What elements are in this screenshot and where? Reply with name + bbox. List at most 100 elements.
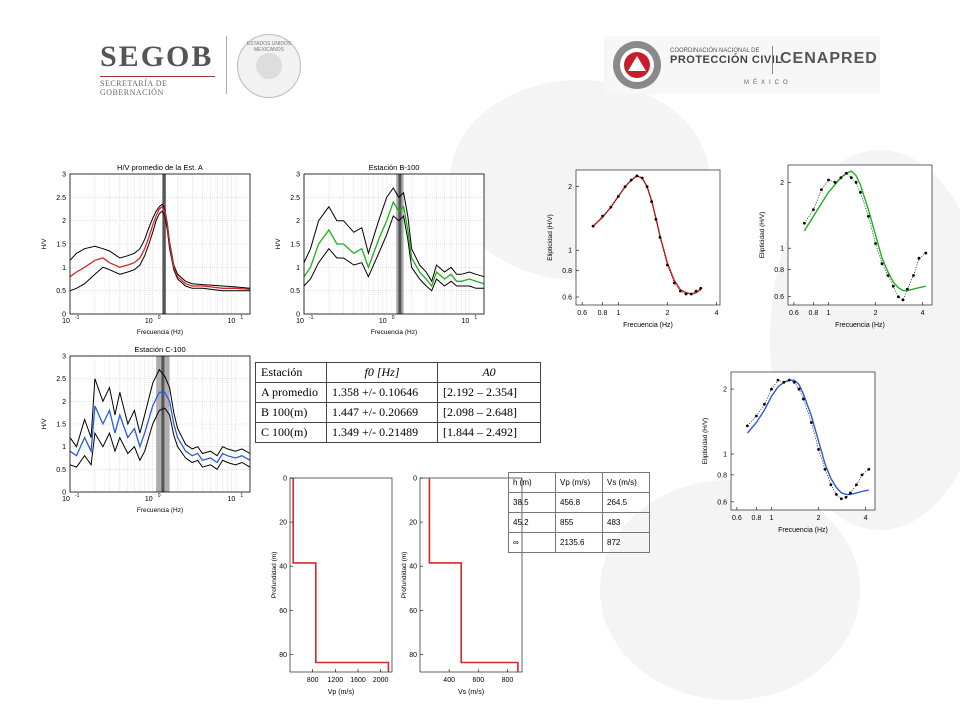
x-tick-label: 1600 <box>350 677 366 684</box>
y-tick-label: 0.6 <box>774 294 784 301</box>
segob-name: SEGOB <box>100 40 214 73</box>
table-cell: 456.8 <box>555 492 603 513</box>
velocity-profile-line <box>428 478 519 672</box>
y-tick-label: 1.5 <box>56 242 66 249</box>
x-tick-label: 10 <box>62 318 70 325</box>
table-cell: 872 <box>602 532 650 553</box>
x-tick-exponent: -1 <box>309 315 314 321</box>
y-tick-label: 3 <box>296 172 300 179</box>
ellipticity-chart-red: 0.6 0.8 1 2 4 0.6 0.8 1 2 Frecuencia (Hz) Eliptici… <box>547 169 721 329</box>
data-point <box>787 378 791 382</box>
y-tick-label: 2 <box>568 184 572 191</box>
x-tick-exponent: 0 <box>158 315 161 321</box>
y-tick-label: 0.5 <box>56 467 66 474</box>
y-tick-label: 40 <box>279 564 287 571</box>
cenapred-name: CENAPRED <box>780 50 878 67</box>
y-tick-label: 0.8 <box>717 472 727 479</box>
data-point <box>666 263 669 267</box>
fit-line-green <box>803 170 926 292</box>
x-tick-label: 4 <box>715 310 719 317</box>
table-cell: ∞ <box>508 532 556 553</box>
x-tick-label: 1 <box>827 310 831 317</box>
table-header-cell: Vp (m/s) <box>555 472 603 493</box>
series-line-blue <box>69 391 251 464</box>
f0-band-center <box>161 356 165 492</box>
y-tick-label: 0 <box>62 490 66 497</box>
table-cell: A promedio <box>255 382 327 403</box>
series-line-black <box>69 203 251 289</box>
table-cell: [2.098 – 2.648] <box>437 402 541 423</box>
y-tick-label: 2.5 <box>290 195 300 202</box>
x-tick-exponent: -1 <box>75 493 80 499</box>
y-tick-label: 80 <box>409 652 417 659</box>
x-tick-label: 10 <box>228 496 236 503</box>
plot-frame <box>69 173 251 315</box>
y-tick-label: 2 <box>296 218 300 225</box>
y-axis-label: Profundidad (m) <box>401 552 408 599</box>
observed-curve <box>592 175 701 295</box>
y-tick-label: 2.5 <box>56 195 66 202</box>
layers-table: h (m) Vp (m/s) Vs (m/s) 38.5 456.8 264.5… <box>508 472 650 553</box>
f0-band-center <box>398 174 402 314</box>
y-tick-label: 60 <box>279 608 287 615</box>
data-point <box>924 251 928 255</box>
y-tick-label: 3 <box>62 172 66 179</box>
y-tick-label: 0 <box>413 476 417 483</box>
x-axis-label: Frecuencia (Hz) <box>623 322 673 329</box>
y-tick-label: 1 <box>568 248 572 255</box>
table-header-cell: Vs (m/s) <box>602 472 650 493</box>
data-point <box>650 200 654 203</box>
x-tick-label: 2 <box>817 515 821 522</box>
chart-title: Estación C-100 <box>134 345 185 354</box>
observed-curve <box>747 379 869 500</box>
y-tick-label: 0.6 <box>562 295 572 302</box>
chart-title: Estación B-100 <box>369 163 420 172</box>
y-tick-label: 2.5 <box>56 376 66 383</box>
x-tick-label: 10 <box>228 318 236 325</box>
x-axis-label: Vp (m/s) <box>328 689 354 696</box>
table-header-cell: A0 <box>437 362 541 383</box>
table-cell: 45.2 <box>508 512 556 533</box>
proteccion-civil-icon <box>613 41 661 89</box>
data-point <box>658 236 662 239</box>
series-line-red <box>69 205 251 290</box>
vp-depth-profile-chart: 800 1200 1600 2000 0 20 40 60 80 Vp (m/s) Profundi… <box>271 476 393 696</box>
table-cell: 855 <box>555 512 603 533</box>
x-tick-label: 0.8 <box>809 310 819 317</box>
x-tick-exponent: 1 <box>240 315 243 321</box>
plot-frame <box>575 169 721 306</box>
y-tick-label: 1 <box>723 452 727 459</box>
table-header-cell: f0 [Hz] <box>326 362 438 383</box>
table-cell: 1.447 +/- 0.20669 <box>326 402 438 423</box>
data-point <box>817 448 820 451</box>
data-point <box>699 286 703 290</box>
y-tick-label: 2 <box>62 218 66 225</box>
table-cell: 264.5 <box>602 492 650 513</box>
series-line-black <box>69 407 251 471</box>
y-tick-label: 80 <box>279 652 287 659</box>
x-tick-label: 0.8 <box>598 310 608 317</box>
y-tick-label: 0.8 <box>774 267 784 274</box>
table-cell: B 100(m) <box>255 402 327 423</box>
y-tick-label: 20 <box>409 520 417 527</box>
x-tick-label: 10 <box>379 318 387 325</box>
x-tick-exponent: 0 <box>392 315 395 321</box>
cenapred-line1: COORDINACIÓN NACIONAL DE <box>670 48 760 54</box>
x-axis-label: Frecuencia (Hz) <box>835 322 885 329</box>
y-tick-label: 0.6 <box>717 499 727 506</box>
data-point <box>640 176 644 180</box>
table-row: C 100(m) 1.349 +/- 0.21489 [1.844 – 2.49… <box>255 422 541 443</box>
x-tick-label: 10 <box>145 496 153 503</box>
y-axis-label: Elipticidad (H/V) <box>547 214 554 261</box>
vs-depth-profile-chart: 400 600 800 0 20 40 60 80 Vs (m/s) Profundidad (m… <box>401 476 523 696</box>
series-line-black <box>69 368 251 457</box>
x-tick-label: 4 <box>864 515 868 522</box>
y-tick-label: 1 <box>296 265 300 272</box>
x-tick-label: 10 <box>462 318 470 325</box>
y-tick-label: 0 <box>283 476 287 483</box>
y-axis-label: Elipticidad (H/V) <box>759 212 766 259</box>
plot-frame <box>419 477 523 673</box>
x-tick-label: 10 <box>296 318 304 325</box>
y-tick-label: 20 <box>279 520 287 527</box>
